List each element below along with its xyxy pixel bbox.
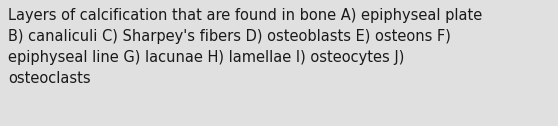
- Text: Layers of calcification that are found in bone A) epiphyseal plate
B) canaliculi: Layers of calcification that are found i…: [8, 8, 482, 86]
